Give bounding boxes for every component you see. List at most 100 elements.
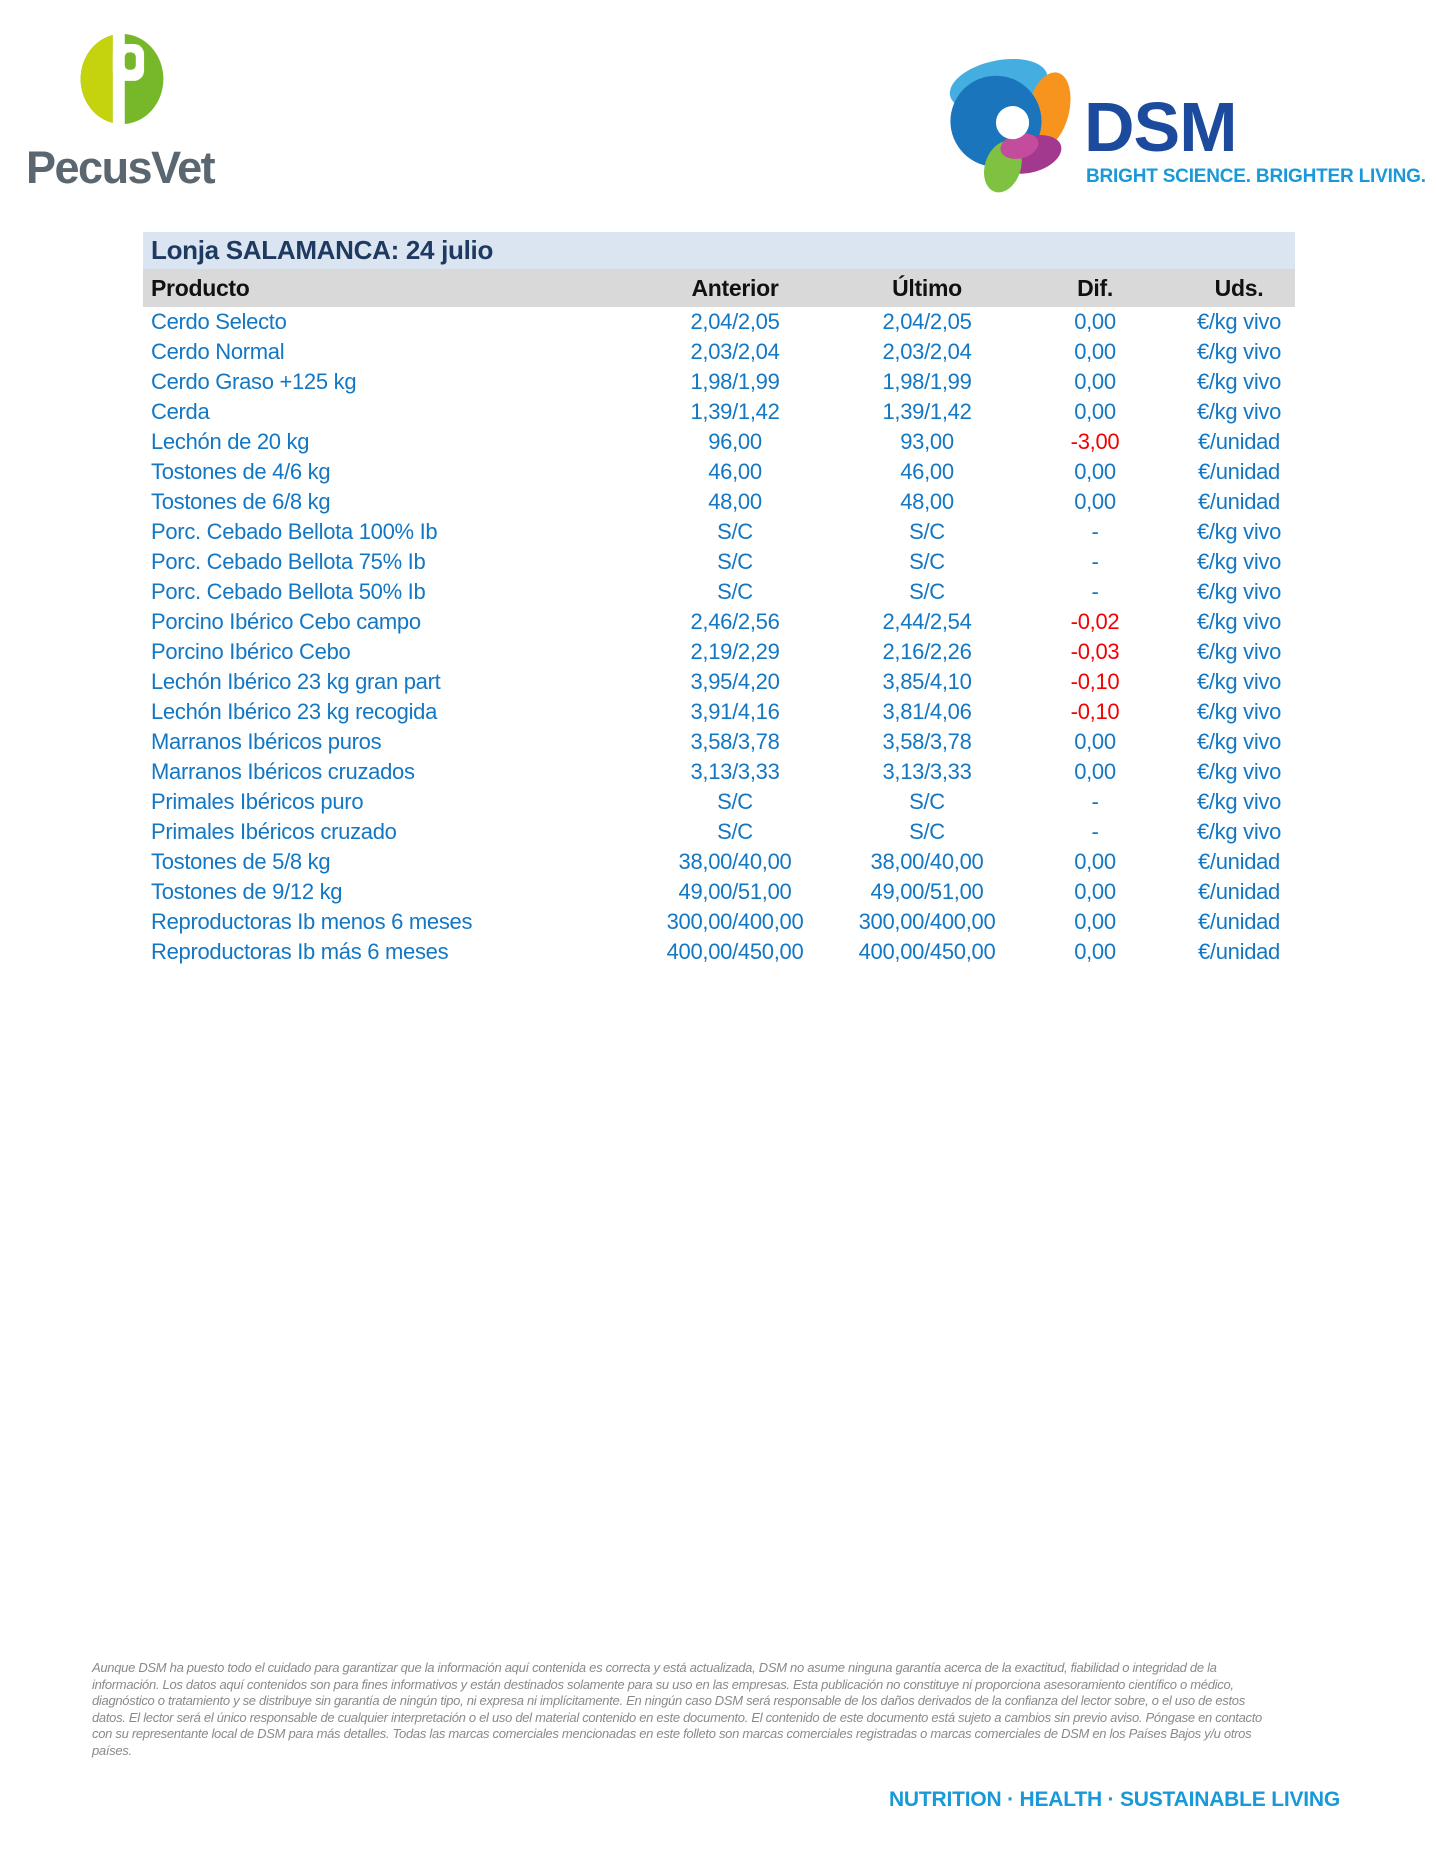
table-row: Cerdo Selecto 2,04/2,05 2,04/2,05 0,00 €/kg … bbox=[143, 307, 1295, 337]
cell-anterior: S/C bbox=[717, 549, 753, 574]
cell-ultimo: 38,00/40,00 bbox=[870, 849, 984, 874]
cell-dif: -0,02 bbox=[1070, 609, 1120, 634]
table-row: Cerdo Normal 2,03/2,04 2,03/2,04 0,00 €/kg v… bbox=[143, 337, 1295, 367]
cell-uds: €/unidad bbox=[1197, 879, 1280, 904]
cell-producto: Porc. Cebado Bellota 75% Ib bbox=[151, 549, 426, 574]
cell-dif: -0,10 bbox=[1070, 699, 1120, 724]
cell-dif: - bbox=[1091, 579, 1099, 604]
column-header-uds: Uds. bbox=[1214, 275, 1264, 301]
cell-dif: 0,00 bbox=[1074, 309, 1116, 334]
cell-dif: 0,00 bbox=[1074, 399, 1116, 424]
cell-dif: - bbox=[1091, 819, 1099, 844]
table-row: Lechón Ibérico 23 kg gran part 3,95/4,20 3… bbox=[143, 667, 1295, 697]
cell-dif: -0,03 bbox=[1070, 639, 1120, 664]
cell-dif: 0,00 bbox=[1074, 459, 1116, 484]
table-row: Reproductoras Ib menos 6 meses 300,00/400… bbox=[143, 907, 1295, 937]
cell-producto: Marranos Ibéricos puros bbox=[151, 729, 382, 754]
disclaimer-line: información. Los datos aquí contenidos s… bbox=[92, 1676, 1234, 1692]
disclaimer-line: diagnóstico o tratamiento y se distribuy… bbox=[92, 1693, 1245, 1708]
cell-ultimo: 2,16/2,26 bbox=[882, 639, 972, 664]
cell-producto: Cerdo Graso +125 kg bbox=[151, 369, 357, 394]
cell-dif: - bbox=[1091, 549, 1099, 574]
cell-anterior: 96,00 bbox=[708, 429, 762, 454]
table-row: Porcino Ibérico Cebo 2,19/2,29 2,16/2,26 -0… bbox=[143, 637, 1295, 667]
cell-dif: - bbox=[1091, 789, 1099, 814]
cell-uds: €/kg vivo bbox=[1196, 819, 1282, 844]
table-row: Lechón de 20 kg 96,00 93,00 -3,00 €/unidad bbox=[143, 427, 1295, 457]
cell-ultimo: 2,44/2,54 bbox=[882, 609, 972, 634]
cell-uds: €/unidad bbox=[1197, 909, 1280, 934]
cell-uds: €/unidad bbox=[1197, 429, 1280, 454]
cell-ultimo: S/C bbox=[909, 549, 945, 574]
table-row: Porc. Cebado Bellota 100% Ib S/C S/C - €/kg … bbox=[143, 517, 1295, 547]
cell-anterior: 48,00 bbox=[708, 489, 762, 514]
cell-ultimo: 3,58/3,78 bbox=[882, 729, 972, 754]
cell-anterior: 3,95/4,20 bbox=[690, 669, 780, 694]
column-header-dif: Dif. bbox=[1077, 275, 1113, 301]
cell-anterior: S/C bbox=[717, 579, 753, 604]
dsm-wordmark: DSM bbox=[1084, 88, 1238, 166]
table-row: Reproductoras Ib más 6 meses 400,00/450,0… bbox=[143, 937, 1295, 967]
cell-ultimo: S/C bbox=[909, 819, 945, 844]
cell-anterior: S/C bbox=[717, 519, 753, 544]
table-row: Porcino Ibérico Cebo campo 2,46/2,56 2,44/… bbox=[143, 607, 1295, 637]
cell-uds: €/kg vivo bbox=[1196, 309, 1282, 334]
cell-producto: Tostones de 6/8 kg bbox=[151, 489, 331, 514]
cell-dif: -0,10 bbox=[1070, 669, 1120, 694]
cell-anterior: 49,00/51,00 bbox=[678, 879, 792, 904]
cell-producto: Tostones de 4/6 kg bbox=[151, 459, 331, 484]
cell-uds: €/kg vivo bbox=[1196, 729, 1282, 754]
cell-uds: €/kg vivo bbox=[1196, 519, 1282, 544]
cell-uds: €/kg vivo bbox=[1196, 369, 1282, 394]
table-row: Cerdo Graso +125 kg 1,98/1,99 1,98/1,99 0,0… bbox=[143, 367, 1295, 397]
cell-dif: 0,00 bbox=[1074, 909, 1116, 934]
cell-ultimo: 3,13/3,33 bbox=[882, 759, 972, 784]
cell-dif: 0,00 bbox=[1074, 729, 1116, 754]
pecusvet-monogram-icon bbox=[80, 33, 164, 125]
cell-producto: Porcino Ibérico Cebo campo bbox=[151, 609, 421, 634]
table-row: Primales Ibéricos puro S/C S/C - €/kg vivo bbox=[143, 787, 1295, 817]
cell-ultimo: 3,81/4,06 bbox=[882, 699, 972, 724]
cell-dif: 0,00 bbox=[1074, 849, 1116, 874]
cell-anterior: 400,00/450,00 bbox=[666, 939, 804, 964]
cell-producto: Porcino Ibérico Cebo bbox=[151, 639, 351, 664]
cell-producto: Marranos Ibéricos cruzados bbox=[151, 759, 415, 784]
footer-tagline: NUTRITION · HEALTH · SUSTAINABLE LIVING bbox=[888, 1788, 1340, 1811]
cell-ultimo: 46,00 bbox=[900, 459, 954, 484]
cell-dif: 0,00 bbox=[1074, 939, 1116, 964]
cell-uds: €/unidad bbox=[1197, 459, 1280, 484]
cell-producto: Lechón Ibérico 23 kg recogida bbox=[151, 699, 438, 724]
table-row: Tostones de 9/12 kg 49,00/51,00 49,00/51,0… bbox=[143, 877, 1295, 907]
table-row: Lechón Ibérico 23 kg recogida 3,91/4,16 3,… bbox=[143, 697, 1295, 727]
cell-uds: €/kg vivo bbox=[1196, 699, 1282, 724]
cell-uds: €/kg vivo bbox=[1196, 549, 1282, 574]
table-row: Primales Ibéricos cruzado S/C S/C - €/kg viv… bbox=[143, 817, 1295, 847]
table-row: Tostones de 5/8 kg 38,00/40,00 38,00/40,00… bbox=[143, 847, 1295, 877]
disclaimer-line: con su representante local de DSM para m… bbox=[92, 1726, 1252, 1741]
cell-producto: Reproductoras Ib menos 6 meses bbox=[151, 909, 473, 934]
cell-anterior: 2,04/2,05 bbox=[690, 309, 780, 334]
dsm-logo-swirl-icon bbox=[949, 58, 1071, 193]
table-row: Marranos Ibéricos cruzados 3,13/3,33 3,13/… bbox=[143, 757, 1295, 787]
cell-ultimo: 2,03/2,04 bbox=[882, 339, 972, 364]
table-body: Cerdo Selecto 2,04/2,05 2,04/2,05 0,00 €/kg … bbox=[143, 307, 1295, 967]
cell-ultimo: 300,00/400,00 bbox=[858, 909, 996, 934]
cell-ultimo: S/C bbox=[909, 789, 945, 814]
table-title: Lonja SALAMANCA: 24 julio bbox=[143, 232, 1295, 269]
cell-producto: Cerdo Normal bbox=[151, 339, 285, 364]
cell-ultimo: 2,04/2,05 bbox=[882, 309, 972, 334]
cell-dif: 0,00 bbox=[1074, 339, 1116, 364]
cell-producto: Porc. Cebado Bellota 100% Ib bbox=[151, 519, 438, 544]
column-header-producto: Producto bbox=[151, 275, 250, 301]
table-row: Porc. Cebado Bellota 50% Ib S/C S/C - €/kg v… bbox=[143, 577, 1295, 607]
cell-anterior: 3,58/3,78 bbox=[690, 729, 780, 754]
table-row: Marranos Ibéricos puros 3,58/3,78 3,58/3,7… bbox=[143, 727, 1295, 757]
cell-uds: €/unidad bbox=[1197, 849, 1280, 874]
cell-anterior: 2,03/2,04 bbox=[690, 339, 780, 364]
cell-ultimo: 1,98/1,99 bbox=[882, 369, 972, 394]
table-row: Tostones de 4/6 kg 46,00 46,00 0,00 €/unidad bbox=[143, 457, 1295, 487]
column-header-ultimo: Último bbox=[892, 275, 962, 301]
cell-anterior: 3,91/4,16 bbox=[690, 699, 780, 724]
pecusvet-wordmark: PecusVet bbox=[26, 142, 216, 193]
